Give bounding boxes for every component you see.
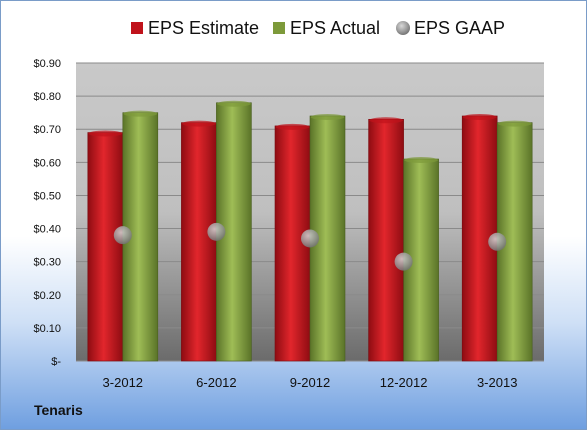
gaap-points xyxy=(113,222,507,271)
y-tick-label: $0.30 xyxy=(33,257,61,269)
point-eps-gaap xyxy=(113,226,132,245)
y-tick-label: $0.60 xyxy=(33,157,61,169)
legend-swatch xyxy=(396,21,410,35)
y-tick-label: $0.80 xyxy=(33,91,61,103)
bar-eps-estimate xyxy=(181,122,217,362)
bar-top xyxy=(404,157,439,164)
legend-label: EPS Estimate xyxy=(148,18,259,38)
x-axis: 3-2012 6-2012 9-2012 12-2012 3-2013 xyxy=(103,375,518,390)
bar-eps-estimate xyxy=(87,132,124,362)
legend-swatch xyxy=(131,22,143,34)
bar-top xyxy=(123,110,158,117)
y-tick-label: $0.70 xyxy=(33,124,61,136)
bar-top xyxy=(369,117,404,124)
point-eps-gaap xyxy=(301,229,319,248)
x-tick-label: 6-2012 xyxy=(196,375,236,390)
x-tick-label: 3-2013 xyxy=(477,375,517,390)
point-eps-gaap xyxy=(207,222,226,241)
y-axis: $- $0.10 $0.20 $0.30 $0.40 $0.50 $0.60 $0.70 $0.… xyxy=(33,58,61,368)
bar-top xyxy=(310,113,345,120)
bars xyxy=(87,100,533,362)
y-tick-label: $0.20 xyxy=(33,290,61,302)
point-eps-gaap xyxy=(394,252,413,271)
bar-top xyxy=(462,113,497,120)
legend: EPS Estimate EPS Actual EPS GAAP xyxy=(131,18,505,38)
legend-label: EPS GAAP xyxy=(414,18,505,38)
bar-top xyxy=(88,130,123,137)
bar-top xyxy=(275,123,310,130)
x-tick-label: 3-2012 xyxy=(103,375,143,390)
company-name: Tenaris xyxy=(34,402,83,418)
y-tick-label: $- xyxy=(51,356,61,368)
x-tick-label: 9-2012 xyxy=(290,375,330,390)
y-tick-label: $0.90 xyxy=(33,58,61,70)
bar-eps-estimate xyxy=(368,118,404,362)
x-tick-label: 12-2012 xyxy=(380,375,428,390)
bar-top xyxy=(181,120,216,127)
legend-swatch xyxy=(273,22,285,34)
y-tick-label: $0.40 xyxy=(33,224,61,236)
legend-label: EPS Actual xyxy=(290,18,380,38)
point-eps-gaap xyxy=(488,232,507,251)
y-tick-label: $0.10 xyxy=(33,323,61,335)
bar-top xyxy=(216,100,251,107)
y-tick-label: $0.50 xyxy=(33,190,61,202)
bar-top xyxy=(497,120,532,127)
